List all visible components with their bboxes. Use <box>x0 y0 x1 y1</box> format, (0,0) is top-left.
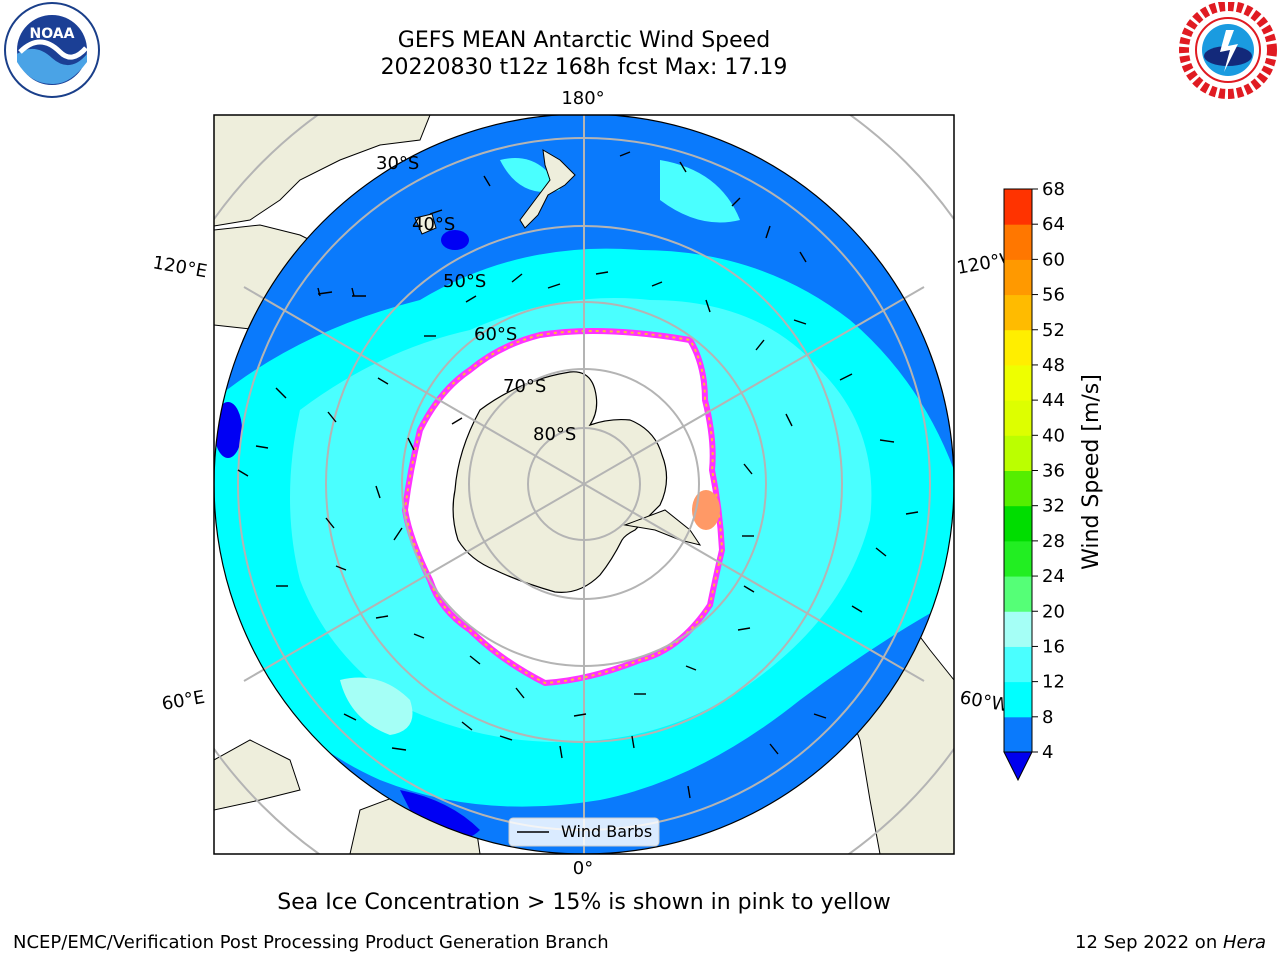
colorbar-tick-label: 20 <box>1042 601 1065 622</box>
colorbar-tick-label: 12 <box>1042 672 1065 693</box>
colorbar-segment <box>1004 400 1032 436</box>
map-legend: Wind Barbs <box>508 817 660 847</box>
footer-host: Hera <box>1222 932 1266 953</box>
colorbar-segment <box>1004 611 1032 647</box>
lat-label-80s: 80°S <box>533 424 576 445</box>
footer-date-text: 12 Sep 2022 on <box>1075 932 1223 953</box>
colorbar-segment <box>1004 540 1032 577</box>
colorbar-segment <box>1004 435 1032 471</box>
colorbar-segment <box>1004 716 1032 753</box>
colorbar-label: Wind Speed [m/s] <box>1079 374 1104 570</box>
plot-title-line2: 20220830 t12z 168h fcst Max: 17.19 <box>380 55 788 80</box>
plot-title-line1: GEFS MEAN Antarctic Wind Speed <box>397 28 771 53</box>
colorbar-tick-label: 32 <box>1042 496 1065 517</box>
colorbar-segment <box>1004 470 1032 507</box>
lat-label-60s: 60°S <box>474 324 517 345</box>
landmass-antarctica <box>452 371 668 593</box>
colorbar-segment <box>1004 505 1032 542</box>
lat-label-70s: 70°S <box>503 376 546 397</box>
lon-label-120e: 120°E <box>151 252 209 282</box>
landmass-madagascar <box>214 739 301 811</box>
colorbar-tick-label: 68 <box>1042 179 1065 200</box>
colorbar-tick-label: 64 <box>1042 214 1065 235</box>
lon-label-180: 180° <box>561 88 604 109</box>
colorbar-tick-label: 60 <box>1042 249 1065 270</box>
graticule <box>214 115 954 854</box>
colorbar-segment <box>1004 189 1032 225</box>
colorbar-segment <box>1004 294 1032 331</box>
colorbar-tick-label: 56 <box>1042 285 1065 306</box>
colorbar-tick-label: 40 <box>1042 425 1065 446</box>
colorbar-tick-label: 28 <box>1042 531 1065 552</box>
colorbar-tick-label: 44 <box>1042 390 1065 411</box>
colorbar-segment <box>1004 364 1032 401</box>
colorbar-segment <box>1004 681 1032 718</box>
colorbar-segment <box>1004 224 1032 260</box>
colorbar-segment <box>1004 576 1032 612</box>
colorbar-tick-label: 48 <box>1042 355 1065 376</box>
landmass-new-zealand <box>519 149 576 229</box>
lat-label-50s: 50°S <box>443 271 486 292</box>
sea-ice-note: Sea Ice Concentration > 15% is shown in … <box>277 890 891 915</box>
colorbar-under-arrow <box>1003 751 1033 782</box>
colorbar-tick-label: 16 <box>1042 636 1065 657</box>
lat-label-40s: 40°S <box>412 214 455 235</box>
lat-label-30s: 30°S <box>376 153 419 174</box>
footer-branch: NCEP/EMC/Verification Post Processing Pr… <box>13 932 609 953</box>
colorbar-tick-label: 52 <box>1042 320 1065 341</box>
noaa-logo-text: NOAA <box>30 26 75 42</box>
map-frame <box>213 114 955 855</box>
landmass-tasmania <box>414 213 437 235</box>
lon-label-60e: 60°E <box>160 687 206 715</box>
colorbar-segment <box>1004 329 1032 366</box>
noaa-logo-icon: NOAA <box>4 2 100 98</box>
colorbar-tick-label: 4 <box>1042 742 1053 763</box>
legend-label: Wind Barbs <box>561 822 652 841</box>
footer-date: 12 Sep 2022 on Hera <box>1075 932 1266 953</box>
nws-logo-icon <box>1179 2 1277 99</box>
wind-barbs <box>237 151 919 799</box>
lon-label-0: 0° <box>573 858 593 879</box>
colorbar-segment <box>1004 259 1032 296</box>
colorbar-tick-label: 24 <box>1042 566 1065 587</box>
colorbar-tick-label: 36 <box>1042 461 1065 482</box>
colorbar-segment <box>1004 646 1032 683</box>
colorbar-tick-label: 8 <box>1042 707 1053 728</box>
landmass-australia-north <box>214 115 431 227</box>
